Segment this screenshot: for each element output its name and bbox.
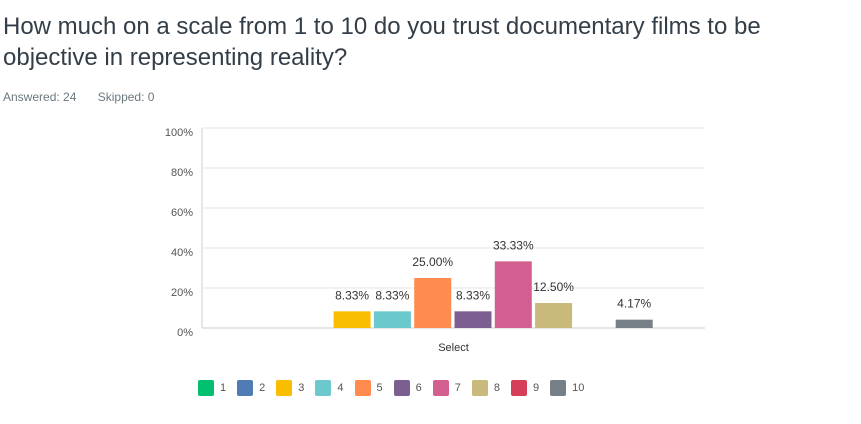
legend-swatch: [237, 380, 254, 396]
legend-item-3[interactable]: 3: [276, 380, 304, 396]
skipped-count: Skipped: 0: [97, 90, 155, 104]
bar-option-5: [414, 278, 452, 328]
legend-item-8[interactable]: 8: [471, 380, 500, 396]
bar-option-6: [454, 311, 492, 328]
legend-swatch: [511, 380, 527, 396]
legend-label: 6: [415, 382, 422, 394]
answered-count: Answered: 24: [3, 90, 77, 104]
y-tick-label: 60%: [171, 207, 193, 219]
legend-item-5[interactable]: 5: [354, 380, 383, 396]
legend-item-6[interactable]: 6: [393, 380, 422, 396]
data-label-option-4: 8.33%: [375, 288, 409, 302]
legend-label: 4: [337, 382, 344, 394]
data-label-option-10: 4.17%: [617, 297, 651, 311]
legend-swatch: [393, 380, 410, 396]
data-label-option-7: 33.33%: [493, 238, 534, 252]
response-summary: Answered: 24 Skipped: 0: [3, 90, 154, 104]
legend-swatch: [550, 380, 567, 396]
legend-item-1[interactable]: 1: [198, 380, 226, 396]
data-label-option-3: 8.33%: [335, 288, 369, 302]
legend-item-4[interactable]: 4: [315, 380, 344, 396]
y-tick-label: 20%: [171, 287, 193, 299]
legend-label: 8: [493, 382, 500, 394]
question-title: How much on a scale from 1 to 10 do you …: [3, 13, 761, 71]
y-tick-label: 40%: [171, 247, 193, 259]
bar-option-4: [373, 311, 411, 328]
bar-option-8: [535, 303, 573, 328]
data-label-option-5: 25.00%: [412, 255, 453, 269]
bar-option-3: [333, 311, 371, 328]
bar-option-7: [494, 261, 532, 328]
legend-swatch: [198, 380, 214, 396]
y-tick-label: 100%: [165, 127, 193, 139]
y-tick-label: 80%: [171, 167, 193, 179]
legend-label: 2: [259, 382, 266, 394]
legend-swatch: [276, 380, 293, 396]
legend-swatch: [315, 380, 332, 396]
legend-item-2[interactable]: 2: [237, 380, 265, 396]
data-label-option-8: 12.50%: [533, 280, 574, 294]
legend-item-10[interactable]: 10: [550, 380, 584, 396]
legend-swatch: [471, 380, 488, 396]
chart-legend: 1 2 3 4 5 6 7 8 9 10: [198, 380, 595, 396]
legend-label: 7: [454, 382, 461, 394]
legend-label: 3: [298, 382, 305, 394]
legend-swatch: [354, 380, 371, 396]
data-label-option-6: 8.33%: [456, 288, 490, 302]
legend-swatch: [432, 380, 449, 396]
x-category-label: Select: [438, 342, 469, 354]
legend-label: 1: [220, 382, 227, 394]
legend-item-9[interactable]: 9: [511, 380, 539, 396]
legend-label: 10: [572, 382, 585, 394]
legend-label: 5: [376, 382, 383, 394]
legend-label: 9: [533, 382, 540, 394]
bar-option-10: [615, 319, 653, 328]
legend-item-7[interactable]: 7: [432, 380, 461, 396]
y-tick-label: 0%: [177, 327, 193, 339]
